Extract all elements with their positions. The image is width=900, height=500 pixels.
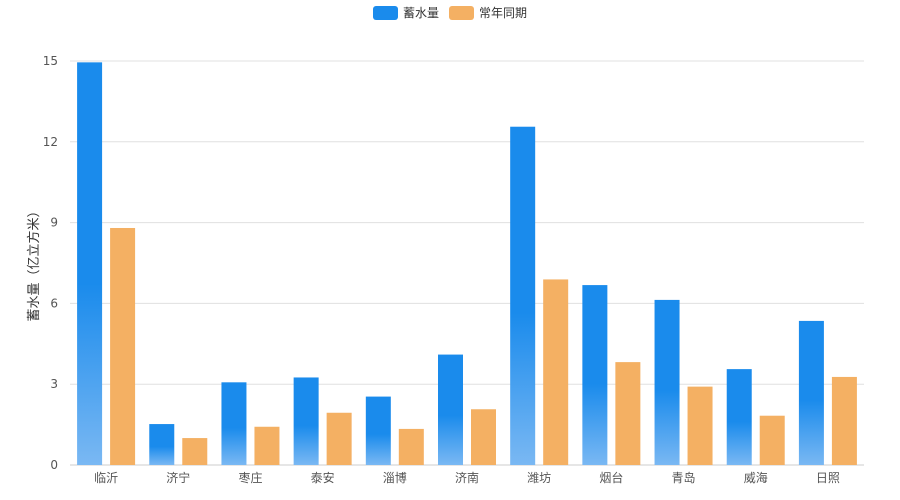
legend-label-storage: 蓄水量	[402, 6, 439, 20]
legend-swatch-normal	[449, 5, 474, 20]
bar-storage[interactable]	[582, 285, 608, 465]
bar-storage[interactable]	[293, 377, 319, 465]
legend: 蓄水量 常年同期	[0, 4, 900, 21]
legend-label-normal: 常年同期	[479, 6, 528, 20]
bar-storage[interactable]	[654, 299, 680, 465]
bar-storage[interactable]	[510, 126, 536, 465]
bar-storage[interactable]	[149, 424, 175, 465]
x-tick-label: 泰安	[311, 470, 335, 485]
bar-normal[interactable]	[471, 409, 496, 465]
x-tick-label: 潍坊	[527, 470, 551, 485]
bar-normal[interactable]	[759, 415, 785, 465]
x-tick-label: 淄博	[383, 470, 407, 485]
x-tick-label: 日照	[816, 471, 840, 485]
bar-storage[interactable]	[365, 396, 391, 465]
y-tick-label: 15	[43, 54, 58, 68]
legend-item-storage[interactable]: 蓄水量	[372, 4, 439, 21]
bar-storage[interactable]	[438, 354, 463, 465]
bar-normal[interactable]	[110, 227, 136, 465]
x-tick-label: 临沂	[94, 471, 118, 485]
y-axis-label: 蓄水量（亿立方米）	[26, 204, 42, 321]
bar-storage[interactable]	[221, 382, 247, 465]
bar-normal[interactable]	[182, 438, 208, 465]
legend-item-normal[interactable]: 常年同期	[449, 4, 527, 21]
x-tick-label: 威海	[744, 470, 768, 485]
y-tick-label: 6	[50, 296, 58, 310]
x-tick-label: 青岛	[672, 470, 696, 485]
bar-storage[interactable]	[77, 62, 103, 465]
x-tick-label: 济宁	[166, 470, 190, 485]
x-tick-label: 济南	[455, 470, 479, 485]
bar-normal[interactable]	[543, 279, 569, 465]
bar-normal[interactable]	[326, 412, 352, 465]
bar-normal[interactable]	[831, 376, 857, 465]
x-tick-label: 烟台	[599, 470, 623, 485]
bar-storage[interactable]	[798, 320, 824, 465]
bar-normal[interactable]	[254, 426, 280, 465]
bar-storage[interactable]	[726, 369, 752, 465]
y-tick-label: 0	[50, 458, 58, 472]
y-tick-label: 12	[43, 135, 58, 149]
bar-normal[interactable]	[615, 362, 641, 465]
bar-normal[interactable]	[398, 428, 424, 465]
x-tick-label: 枣庄	[238, 470, 262, 485]
y-tick-label: 9	[50, 216, 58, 230]
legend-swatch-storage	[372, 5, 398, 20]
bar-normal[interactable]	[687, 386, 713, 465]
y-tick-label: 3	[50, 377, 58, 391]
